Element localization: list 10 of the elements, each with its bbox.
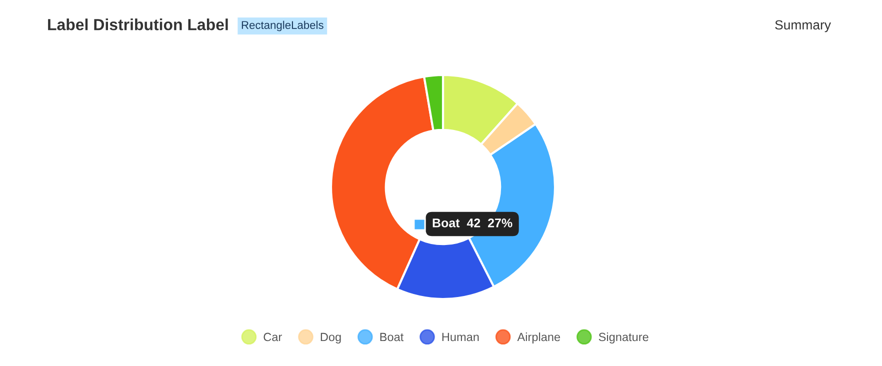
legend-label: Human xyxy=(442,332,479,342)
legend-label: Dog xyxy=(320,332,341,344)
legend-label: Car xyxy=(264,332,282,342)
legend-label: Signature xyxy=(598,332,648,344)
text: Boat 42 27% xyxy=(432,218,512,228)
legend-label: Airplane xyxy=(517,332,560,344)
text: Summary xyxy=(775,20,831,32)
chart-title: Label Distribution Label xyxy=(48,18,228,30)
legend-label: Boat xyxy=(380,332,404,342)
chart-subtitle: RectangleLabels xyxy=(242,20,324,32)
